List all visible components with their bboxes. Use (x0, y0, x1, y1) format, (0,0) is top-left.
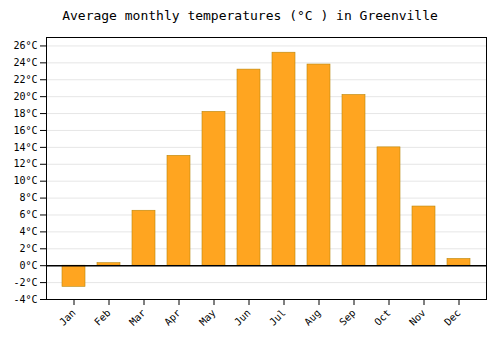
svg-text:16°C: 16°C (13, 125, 37, 136)
svg-text:Apr: Apr (162, 307, 183, 328)
svg-text:Mar: Mar (127, 307, 148, 328)
svg-text:-4°C: -4°C (13, 294, 37, 305)
svg-text:Feb: Feb (92, 307, 113, 328)
svg-text:8°C: 8°C (19, 192, 37, 203)
svg-text:Jun: Jun (232, 307, 253, 328)
svg-text:14°C: 14°C (13, 142, 37, 153)
svg-text:26°C: 26°C (13, 40, 37, 51)
svg-text:Jan: Jan (57, 307, 78, 328)
svg-text:4°C: 4°C (19, 226, 37, 237)
svg-text:2°C: 2°C (19, 243, 37, 254)
svg-text:Jul: Jul (267, 307, 288, 328)
svg-text:Nov: Nov (407, 307, 428, 328)
svg-text:20°C: 20°C (13, 91, 37, 102)
svg-text:18°C: 18°C (13, 108, 37, 119)
html-text:Average monthly temperatures (: Average monthly temperatures (°C ) in Gr… (62, 8, 438, 23)
svg-text:Sep: Sep (337, 307, 358, 328)
svg-text:Aug: Aug (302, 307, 323, 328)
svg-text:Dec: Dec (442, 307, 463, 328)
svg-text:22°C: 22°C (13, 74, 37, 85)
svg-text:Oct: Oct (372, 307, 393, 328)
svg-text:10°C: 10°C (13, 175, 37, 186)
svg-text:24°C: 24°C (13, 57, 37, 68)
svg-text:12°C: 12°C (13, 158, 37, 169)
svg-text:6°C: 6°C (19, 209, 37, 220)
svg-text:0°C: 0°C (19, 260, 37, 271)
svg-text:May: May (197, 307, 218, 328)
svg-text:-2°C: -2°C (13, 277, 37, 288)
